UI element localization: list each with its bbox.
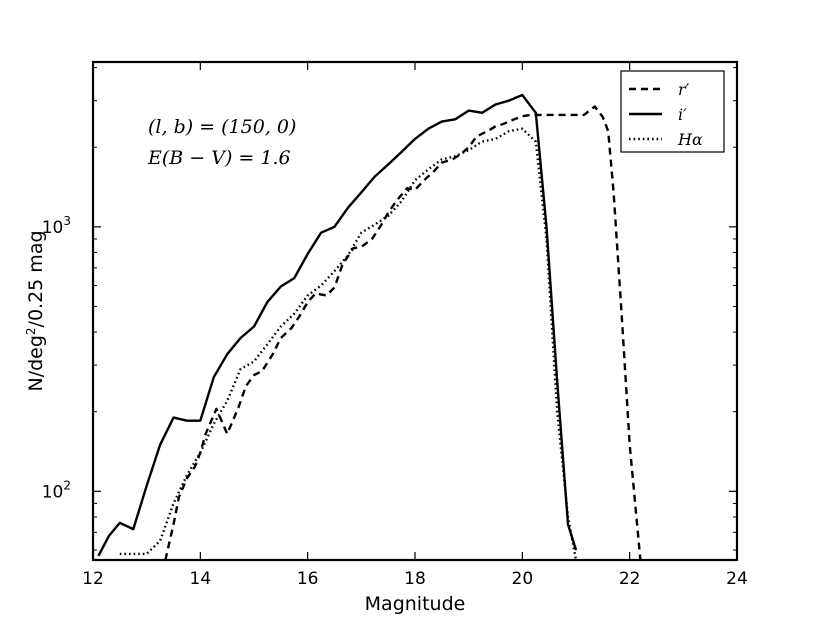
x-tick-label: 22 xyxy=(619,569,641,589)
series-line-1 xyxy=(97,93,578,557)
y-axis-title: N/deg2/0.25 mag xyxy=(24,230,47,391)
legend-box xyxy=(620,70,725,153)
x-tick-label: 14 xyxy=(190,569,212,589)
x-tick-label: 16 xyxy=(297,569,319,589)
series-line-2 xyxy=(119,127,578,560)
x-axis-title: Magnitude xyxy=(365,593,466,615)
legend-label-r: r′ xyxy=(678,80,690,99)
annotation-ebv: E(B − V) = 1.6 xyxy=(147,147,291,169)
y-tick-label: 103 xyxy=(42,214,71,238)
legend-label-halpha: Hα xyxy=(677,130,703,149)
legend-label-i: i′ xyxy=(678,105,687,124)
annotation-lb: (l, b) = (150, 0) xyxy=(148,116,296,138)
x-tick-label: 18 xyxy=(404,569,426,589)
ticks-layer: 12 14 16 18 20 22 24 102 103 xyxy=(42,62,748,589)
legend: r′ i′ Hα xyxy=(620,70,725,153)
x-tick-label: 24 xyxy=(726,569,748,589)
y-tick-label: 102 xyxy=(42,478,71,502)
series-line-0 xyxy=(164,105,642,560)
x-tick-label: 20 xyxy=(512,569,534,589)
series-layer xyxy=(97,93,642,560)
x-tick-label: 12 xyxy=(82,569,104,589)
